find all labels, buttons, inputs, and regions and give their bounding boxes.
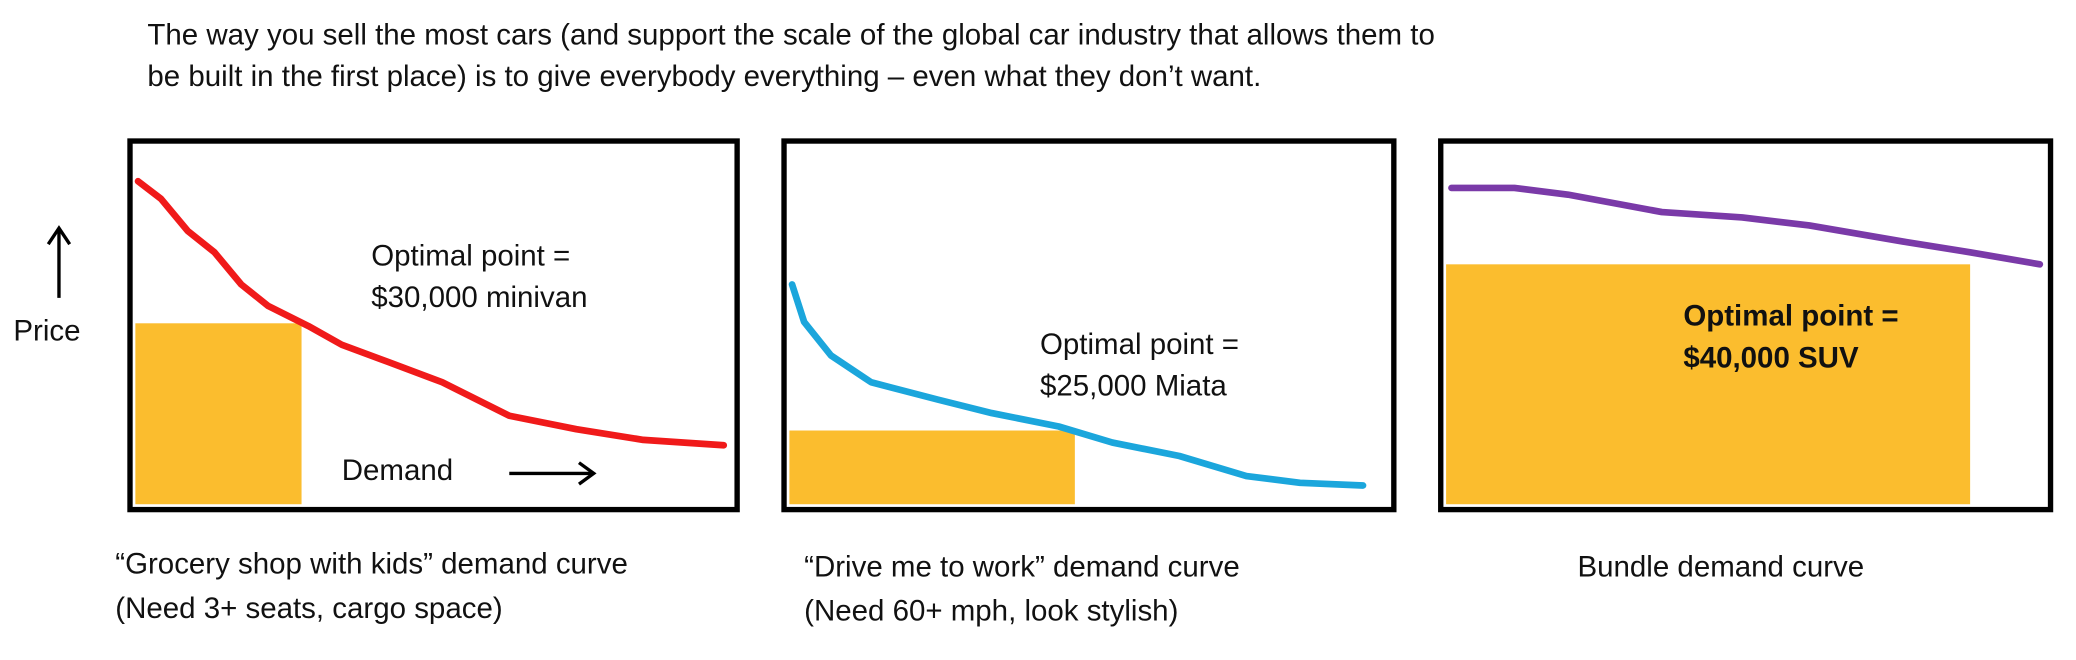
panel-frame [1438, 138, 2054, 513]
optimal-area [135, 323, 302, 505]
panel-frame [781, 138, 1397, 513]
caption: “Grocery shop with kids” demand curve [115, 548, 628, 581]
right-arrow [509, 461, 597, 486]
annotation: $40,000 SUV [1683, 341, 1859, 374]
x-axis-label: Demand [342, 454, 453, 487]
annotation: $30,000 minivan [371, 281, 587, 314]
optimal-area [789, 430, 1075, 505]
caption: “Drive me to work” demand curve [804, 550, 1240, 583]
annotation: Optimal point = [1683, 300, 1898, 333]
annotation: Optimal point = [371, 239, 570, 272]
caption: (Need 3+ seats, cargo space) [115, 592, 502, 625]
header-line: The way you sell the most cars (and supp… [147, 18, 1434, 51]
up-arrow [46, 225, 72, 298]
panel-frame [127, 138, 740, 513]
header-line: be built in the first place) is to give … [147, 60, 1261, 93]
caption: (Need 60+ mph, look stylish) [804, 595, 1178, 628]
optimal-area [1446, 264, 1971, 505]
demand-curve [134, 177, 728, 449]
y-axis-label: Price [13, 314, 80, 347]
demand-curve [1448, 184, 2044, 268]
demand-curve [788, 281, 1367, 489]
annotation: $25,000 Miata [1040, 369, 1227, 402]
caption: Bundle demand curve [1577, 550, 1864, 583]
annotation: Optimal point = [1040, 328, 1239, 361]
